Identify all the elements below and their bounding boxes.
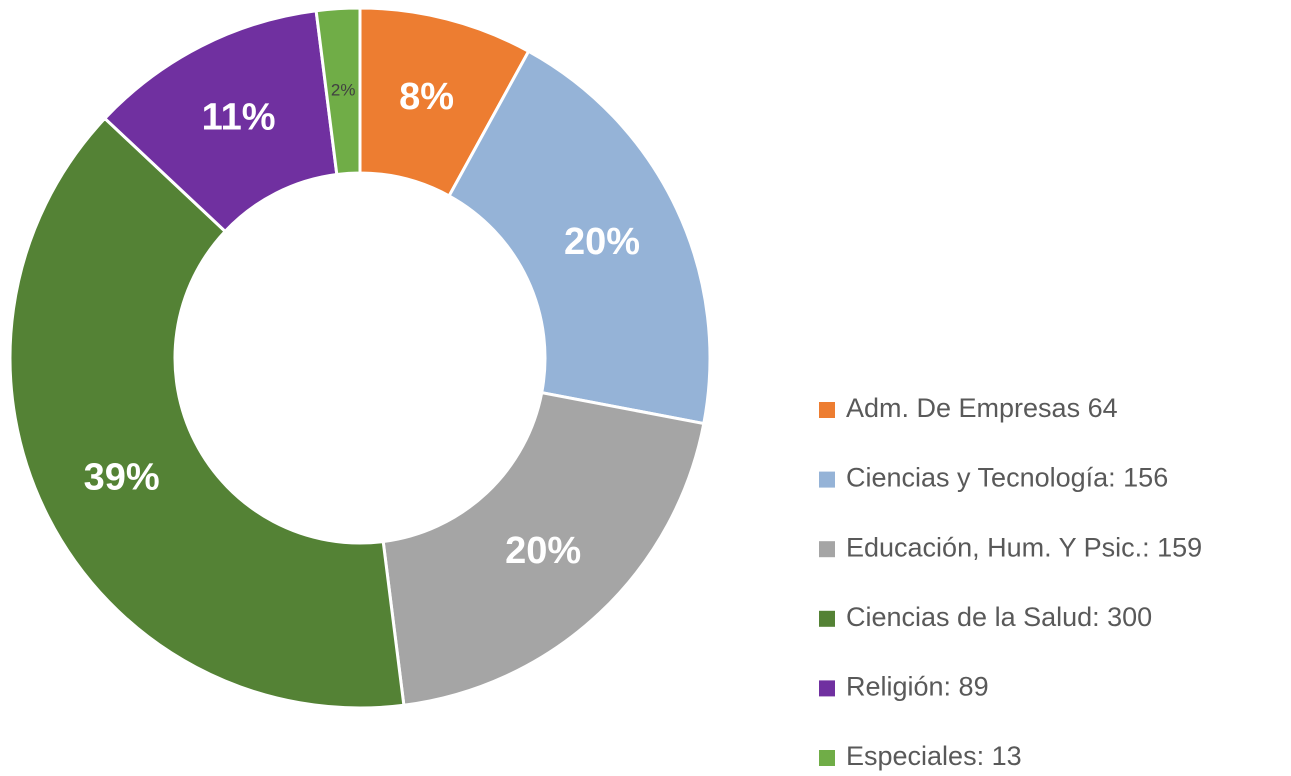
data-label: 20% [564, 221, 640, 263]
data-label: 20% [505, 530, 581, 572]
data-label: 39% [84, 456, 160, 498]
donut-slice [8, 116, 406, 710]
data-label: 11% [202, 97, 276, 139]
donut-slice [314, 6, 362, 177]
legend-swatch [819, 610, 835, 627]
legend-swatch [819, 750, 835, 766]
legend-label: Ciencias y Tecnología: 156 [846, 463, 1168, 493]
legend-swatch [819, 680, 835, 697]
legend-swatch [819, 471, 835, 488]
legend-label: Especiales: 13 [846, 741, 1022, 771]
legend-label: Adm. De Empresas 64 [846, 393, 1118, 423]
legend-label: Ciencias de la Salud: 300 [846, 602, 1152, 632]
data-label: 8% [399, 76, 454, 118]
donut-slice [381, 390, 706, 707]
donut-slice [447, 49, 712, 426]
legend-swatch [819, 402, 835, 418]
legend-label: Religión: 89 [846, 672, 989, 702]
legend-label: Educación, Hum. Y Psic.: 159 [846, 532, 1202, 562]
legend-swatch [819, 541, 835, 558]
data-label: 2% [331, 81, 356, 100]
